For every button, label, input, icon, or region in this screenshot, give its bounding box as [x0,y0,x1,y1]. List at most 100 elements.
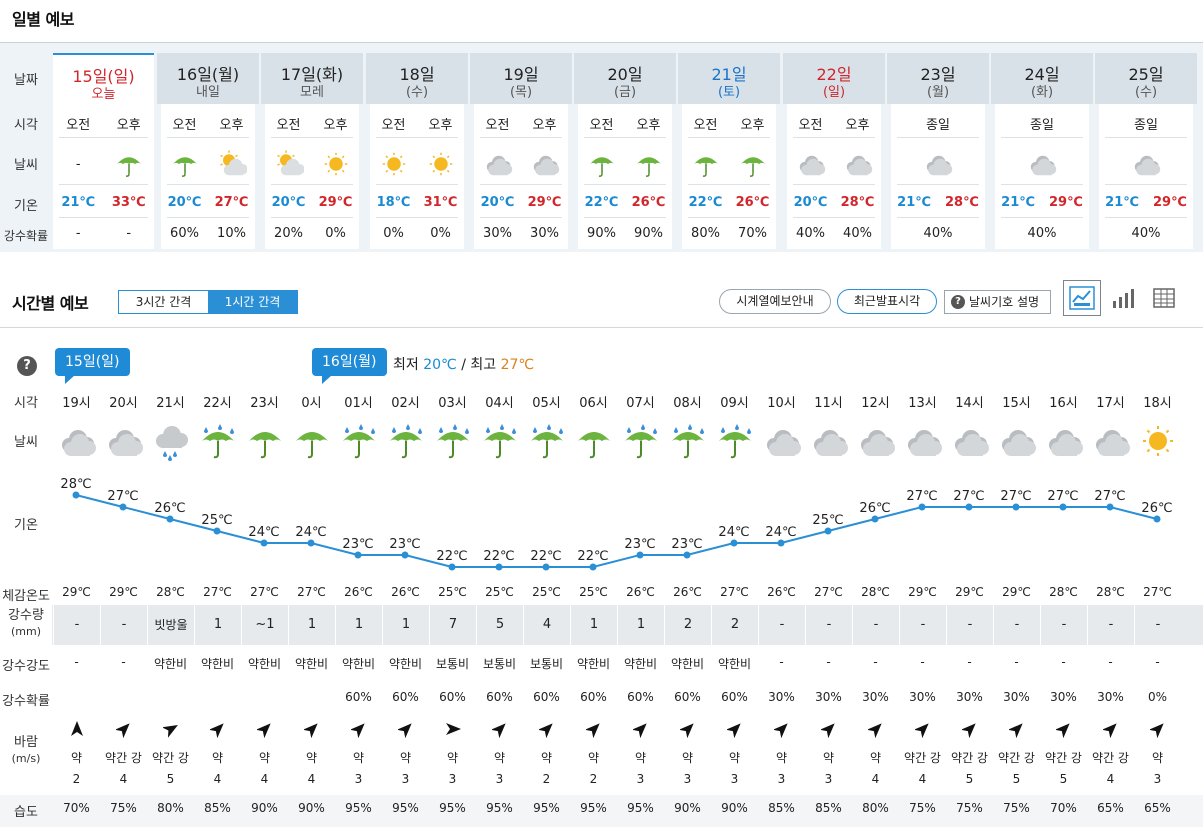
wind-arrow-icon [476,720,523,740]
day-time-label: 종일 [1030,118,1054,133]
feels-like-temp: 28℃ [1049,585,1078,599]
day-column[interactable]: 22일 (일) 오전 오후 20℃ 28℃ 40% 40% [783,53,885,249]
temperature-label: 22℃ [577,549,608,564]
precip-prob: 0% [383,226,404,241]
wind-arrow-icon [617,720,664,740]
umbrella-icon [241,420,288,462]
hour-label: 03시 [438,396,467,411]
wind-arrow-icon [288,720,335,740]
day-temp-row: 20℃ 27℃ [161,195,255,210]
row-label-date: 날짜 [14,73,38,88]
temperature-label: 26℃ [859,501,890,516]
cloud-rain-icon [147,420,194,462]
wind-arrow-icon [805,720,852,740]
wind-strength: 약간 강 [998,751,1035,765]
row-separator [59,184,148,185]
hour-label: 16시 [1049,396,1078,411]
wind-speed: 3 [683,772,692,786]
day-temp-row: 21℃ 29℃ [1099,195,1193,210]
table-view-icon[interactable] [1145,280,1183,316]
cloud-icon [100,420,147,462]
feels-like-temp: 29℃ [955,585,984,599]
wind-strength: 약간 강 [1092,751,1129,765]
rain-amount: ~1 [241,605,288,645]
day-date: 17일(화) [280,65,344,84]
day-column[interactable]: 15일(일) 오늘 오전 오후 -21℃ 33℃ - - [53,53,154,249]
day-subtitle: 내일 [196,85,220,100]
day-body: 오전 오후 22℃ 26℃ 80% 70% [682,104,776,249]
row-separator [1001,137,1083,138]
day-time-row: 오전 오후 [474,114,568,133]
row-separator [480,137,562,138]
day-weather-row: - [53,148,154,180]
umbrella-icon [729,148,776,180]
hour-label: 08시 [673,396,702,411]
question-icon: ? [951,295,965,309]
day-temp-row: 21℃ 29℃ [995,195,1089,210]
cloud-icon [993,420,1040,462]
hour-label: 19시 [62,396,91,411]
wind-arrow-icon [946,720,993,740]
rain-intensity: 약한비 [623,657,658,671]
wind-strength: 약 [70,751,83,765]
day-weather-row [682,148,776,180]
day-temp-row: 22℃ 26℃ [682,195,776,210]
feels-like-temp: 26℃ [626,585,655,599]
hour-label: 09시 [720,396,749,411]
help-icon[interactable]: ? [17,356,37,376]
rain-amount: - [852,605,899,645]
wind-arrow-icon [1040,720,1087,740]
wind-arrow-icon [711,720,758,740]
hour-row-label-rain-prob: 강수확률 [2,694,50,709]
bar-chart-view-icon[interactable] [1104,280,1142,316]
max-temp: 31℃ [423,195,458,210]
rain-intensity: - [1108,655,1113,669]
day-column[interactable]: 24일 (화) 종일 21℃ 29℃ 40% [991,53,1093,249]
day-body: 오전 오후 20℃ 29℃ 20% 0% [265,104,359,249]
wind-speed: 3 [401,772,410,786]
day-temp-row: 18℃ 31℃ [370,195,464,210]
day-column[interactable]: 16일(월) 내일 오전 오후 20℃ 27℃ 60% 10% [157,53,259,249]
day-column[interactable]: 17일(화) 모레 오전 오후 20℃ 29℃ 20% 0% [261,53,363,249]
row-separator [584,137,666,138]
feels-like-temp: 28℃ [861,585,890,599]
day-column[interactable]: 19일 (목) 오전 오후 20℃ 29℃ 30% 30% [470,53,572,249]
day-column[interactable]: 18일 (수) 오전 오후 18℃ 31℃ 0% 0% [366,53,468,249]
wind-speed: 4 [119,772,128,786]
wind-arrow-icon [852,720,899,740]
row-separator [793,217,875,218]
day-time-label: 오전 [381,118,406,133]
day-weather-row [578,148,672,180]
precip-prob: 0% [325,226,346,241]
wind-strength: 약 [634,751,647,765]
max-temp: 26℃ [631,195,666,210]
line-chart-view-icon[interactable] [1063,280,1101,316]
rain-amount-band [52,605,1203,645]
hour-row-label-humidity: 습도 [14,805,38,820]
rain-amount: 1 [194,605,241,645]
rain-amount: - [805,605,852,645]
rain-intensity: 약한비 [670,657,705,671]
hour-label: 20시 [109,396,138,411]
recent-time-button[interactable]: 최근발표시각 [837,289,937,314]
umbrella-icon [288,420,335,462]
row-separator [167,137,249,138]
series-guide-button[interactable]: 시계열예보안내 [719,289,831,314]
tab-3hour[interactable]: 3시간 간격 [135,295,192,309]
day-column[interactable]: 21일 (토) 오전 오후 22℃ 26℃ 80% 70% [678,53,780,249]
wind-strength: 약 [540,751,553,765]
day-subtitle: (일) [822,85,846,100]
rain-amount: 1 [617,605,664,645]
tab-1hour[interactable]: 1시간 간격 [208,291,297,313]
wind-speed: 3 [1153,772,1162,786]
symbol-help-button[interactable]: ? 날씨기호 설명 [944,290,1051,314]
temperature-label: 25℃ [812,513,843,528]
day-column[interactable]: 20일 (금) 오전 오후 22℃ 26℃ 90% 90% [574,53,676,249]
day-column[interactable]: 23일 (월) 종일 21℃ 28℃ 40% [887,53,989,249]
temperature-point [213,527,221,535]
rain-amount: - [1087,605,1134,645]
cloud-icon [899,420,946,462]
day-column[interactable]: 25일 (수) 종일 21℃ 29℃ 40% [1095,53,1197,249]
rain-intensity: 약한비 [576,657,611,671]
rain-probability: 30% [815,690,842,704]
